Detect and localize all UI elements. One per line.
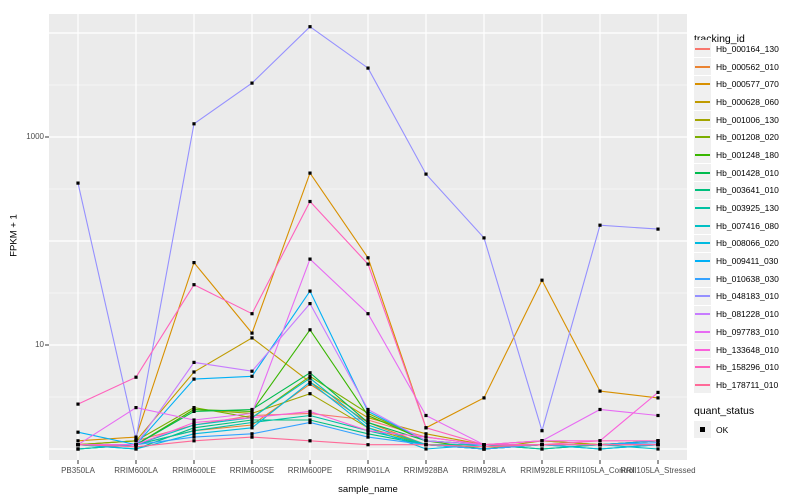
legend-item-label: Hb_001208_020 bbox=[716, 132, 779, 143]
legend-item-label: Hb_007416_080 bbox=[716, 220, 779, 231]
quant-status-legend-item: OK bbox=[694, 421, 728, 438]
legend-key-line-icon bbox=[694, 164, 711, 182]
legend-item-label: Hb_000577_070 bbox=[716, 79, 779, 90]
quant-status-label: OK bbox=[716, 424, 729, 435]
legend-item-label: Hb_081228_010 bbox=[716, 309, 779, 320]
legend-key-line-icon bbox=[694, 146, 711, 164]
x-tick-label: RRIM928BA bbox=[403, 466, 449, 475]
legend-item: Hb_000628_060 bbox=[694, 93, 779, 111]
legend-item: Hb_048183_010 bbox=[694, 287, 779, 306]
legend-key-line-icon bbox=[694, 252, 711, 270]
legend-item: Hb_001208_020 bbox=[694, 128, 779, 146]
x-tick-label: RRII105LA_Control bbox=[565, 466, 635, 475]
legend-item: Hb_000562_010 bbox=[694, 58, 779, 76]
x-tick-label: RRIM600PE bbox=[287, 466, 333, 475]
legend-item-label: Hb_133648_010 bbox=[716, 344, 779, 355]
x-tick-label: RRIM928LE bbox=[520, 466, 564, 475]
legend-item: Hb_007416_080 bbox=[694, 217, 779, 235]
x-axis-title: sample_name bbox=[338, 484, 398, 495]
legend-item: Hb_178711_010 bbox=[694, 376, 779, 394]
legend-key-line-icon bbox=[694, 270, 711, 288]
legend-item-label: Hb_000164_130 bbox=[716, 43, 779, 54]
x-tick-label: RRIM901LA bbox=[346, 466, 390, 475]
legend-item: Hb_081228_010 bbox=[694, 305, 779, 323]
legend-item: Hb_133648_010 bbox=[694, 341, 779, 359]
legend-item-label: Hb_158296_010 bbox=[716, 362, 779, 373]
x-tick-label: RRII105LA_Stressed bbox=[620, 466, 696, 475]
y-tick-label: 10 bbox=[35, 340, 44, 349]
legend-key-line-icon bbox=[694, 199, 711, 217]
legend-item: Hb_008066_020 bbox=[694, 234, 779, 253]
legend-item-label: Hb_008066_020 bbox=[716, 238, 779, 249]
legend-item-label: Hb_000628_060 bbox=[716, 96, 779, 107]
black-square-point-icon bbox=[700, 427, 705, 432]
legend-item-label: Hb_001006_130 bbox=[716, 114, 779, 125]
legend-key-line-icon bbox=[694, 58, 711, 76]
y-tick-label: 1000 bbox=[26, 132, 44, 141]
legend-item-label: Hb_097783_010 bbox=[716, 326, 779, 337]
legend-item: Hb_010638_030 bbox=[694, 270, 779, 288]
legend-item: Hb_001006_130 bbox=[694, 111, 779, 129]
legend-key-line-icon bbox=[694, 358, 711, 376]
legend-item-label: Hb_048183_010 bbox=[716, 291, 779, 302]
legend-item: Hb_001428_010 bbox=[694, 164, 779, 182]
legend-item-label: Hb_003925_130 bbox=[716, 203, 779, 214]
legend-item-label: Hb_010638_030 bbox=[716, 273, 779, 284]
legend-key-line-icon bbox=[694, 287, 711, 305]
legend-item-label: Hb_178711_010 bbox=[716, 379, 779, 390]
tracking-id-legend-items: Hb_000164_130 Hb_000562_010 Hb_000577_070 H… bbox=[694, 40, 779, 394]
x-tick-label: RRIM600LA bbox=[114, 466, 158, 475]
legend-item: Hb_097783_010 bbox=[694, 323, 779, 341]
legend-key-line-icon bbox=[694, 111, 711, 129]
legend-item: Hb_000164_130 bbox=[694, 40, 779, 58]
legend-item: Hb_000577_070 bbox=[694, 75, 779, 93]
data-points bbox=[76, 25, 660, 451]
legend-item: Hb_001248_180 bbox=[694, 146, 779, 164]
legend-item-label: Hb_001428_010 bbox=[716, 167, 779, 178]
legend-key-line-icon bbox=[694, 305, 711, 323]
legend-key-line-icon bbox=[694, 234, 711, 252]
y-axis-title: FPKM + 1 bbox=[8, 214, 20, 257]
legend-key-line-icon bbox=[694, 341, 711, 359]
legend-key-line-icon bbox=[694, 217, 711, 235]
legend-key-line-icon bbox=[694, 128, 711, 146]
legend-key-line-icon bbox=[694, 323, 711, 341]
legend-key-line-icon bbox=[694, 40, 711, 58]
x-tick-label: RRIM600SE bbox=[229, 466, 275, 475]
x-tick-label: RRIM600LE bbox=[172, 466, 216, 475]
x-tick-label: PB350LA bbox=[61, 466, 95, 475]
legend-item: Hb_003925_130 bbox=[694, 199, 779, 217]
legend-item-label: Hb_009411_030 bbox=[716, 256, 779, 267]
legend-item: Hb_009411_030 bbox=[694, 252, 779, 270]
axis-tick-marks bbox=[45, 136, 659, 464]
major-gridlines bbox=[49, 14, 687, 460]
legend-item-label: Hb_003641_010 bbox=[716, 185, 779, 196]
legend-panel: tracking_id Hb_000164_130 Hb_000562_010 Hb… bbox=[692, 0, 800, 500]
x-tick-label: RRIM928LA bbox=[462, 466, 506, 475]
legend-item-label: Hb_000562_010 bbox=[716, 61, 779, 72]
legend-item: Hb_158296_010 bbox=[694, 358, 779, 376]
legend-key-line-icon bbox=[694, 93, 711, 111]
quant-status-legend-title: quant_status bbox=[694, 405, 755, 417]
quant-status-legend-key bbox=[694, 421, 711, 438]
legend-key-line-icon bbox=[694, 75, 711, 93]
legend-item-label: Hb_001248_180 bbox=[716, 149, 779, 160]
legend-key-line-icon bbox=[694, 376, 711, 394]
legend-item: Hb_003641_010 bbox=[694, 181, 779, 200]
legend-key-line-icon bbox=[694, 181, 711, 199]
